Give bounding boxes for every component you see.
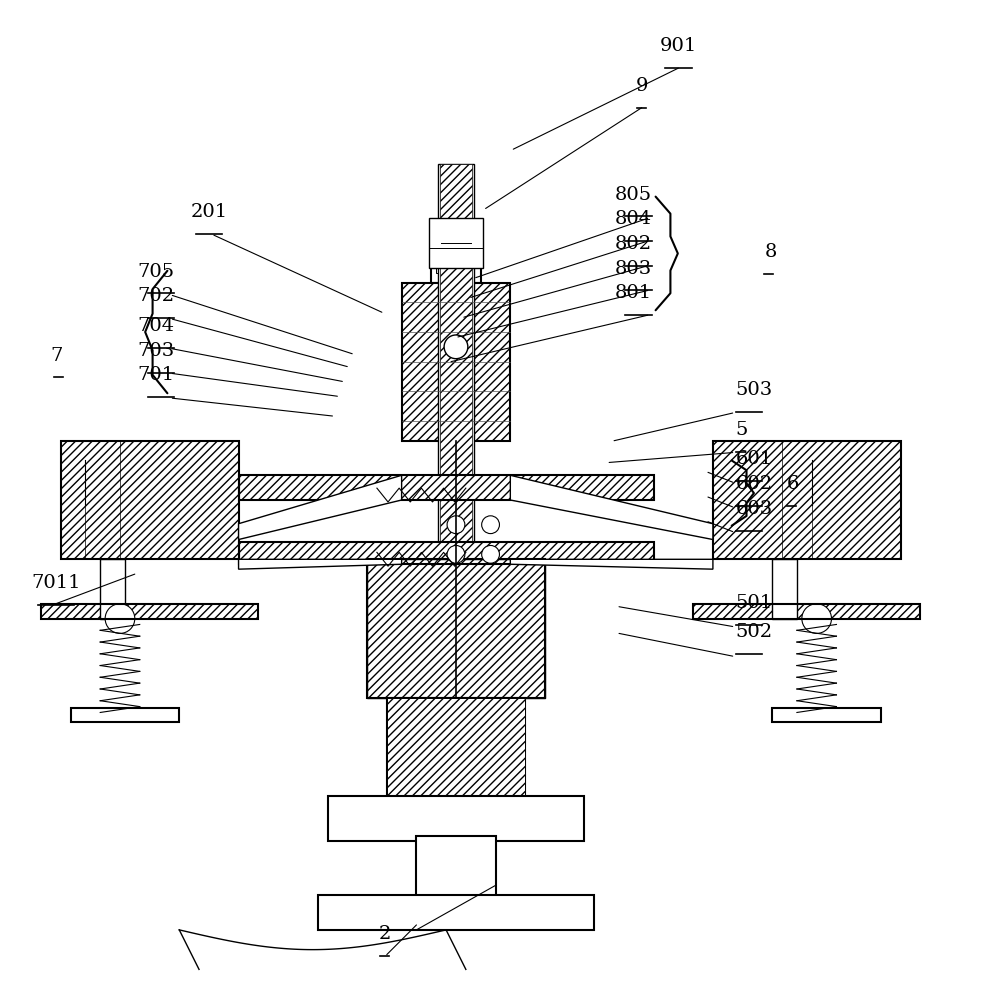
Bar xyxy=(440,164,472,698)
Polygon shape xyxy=(239,559,401,569)
Bar xyxy=(401,283,510,441)
Bar xyxy=(100,559,125,619)
Text: 704: 704 xyxy=(137,317,174,335)
Text: 703: 703 xyxy=(137,342,174,360)
Text: 5: 5 xyxy=(735,421,748,439)
Bar xyxy=(367,559,545,698)
Text: 801: 801 xyxy=(614,284,652,302)
Bar xyxy=(713,441,901,559)
Bar xyxy=(429,218,483,268)
Circle shape xyxy=(802,604,831,633)
Bar xyxy=(401,283,510,441)
Bar xyxy=(60,441,239,559)
Text: 503: 503 xyxy=(735,381,773,399)
Text: 502: 502 xyxy=(735,623,773,641)
Circle shape xyxy=(447,516,465,534)
Text: 201: 201 xyxy=(190,203,228,221)
Polygon shape xyxy=(239,475,401,540)
Text: 802: 802 xyxy=(614,235,652,253)
Text: 8: 8 xyxy=(764,243,777,261)
Bar xyxy=(772,559,797,619)
Bar xyxy=(416,836,496,900)
Text: 601: 601 xyxy=(735,450,773,468)
Bar xyxy=(693,604,921,619)
Bar xyxy=(438,164,474,698)
Polygon shape xyxy=(510,559,713,569)
Bar xyxy=(436,255,454,273)
Text: 602: 602 xyxy=(735,475,773,493)
Text: 603: 603 xyxy=(735,500,773,518)
Circle shape xyxy=(447,545,465,563)
Circle shape xyxy=(444,335,468,359)
Text: 701: 701 xyxy=(137,366,174,384)
Text: 9: 9 xyxy=(635,77,648,95)
Text: 2: 2 xyxy=(379,925,391,943)
Circle shape xyxy=(482,545,499,563)
Text: 501: 501 xyxy=(735,594,773,612)
Text: 901: 901 xyxy=(660,37,697,55)
Bar xyxy=(318,895,595,930)
Circle shape xyxy=(482,516,499,534)
Text: 705: 705 xyxy=(137,263,174,281)
Text: 6: 6 xyxy=(787,475,800,493)
Bar xyxy=(70,708,179,722)
Text: 803: 803 xyxy=(614,260,652,278)
Bar xyxy=(431,223,481,283)
Bar xyxy=(386,698,525,796)
Text: 702: 702 xyxy=(137,287,174,305)
Bar xyxy=(327,796,585,841)
Text: 7: 7 xyxy=(51,347,62,365)
Bar xyxy=(239,542,654,564)
Bar xyxy=(367,559,545,698)
Bar xyxy=(772,708,881,722)
Text: 7011: 7011 xyxy=(31,574,80,592)
Text: 804: 804 xyxy=(614,210,652,228)
Bar xyxy=(239,475,654,500)
Text: 805: 805 xyxy=(614,186,652,204)
Bar xyxy=(41,604,259,619)
Circle shape xyxy=(105,604,135,633)
Polygon shape xyxy=(510,475,713,540)
Bar xyxy=(386,698,525,796)
